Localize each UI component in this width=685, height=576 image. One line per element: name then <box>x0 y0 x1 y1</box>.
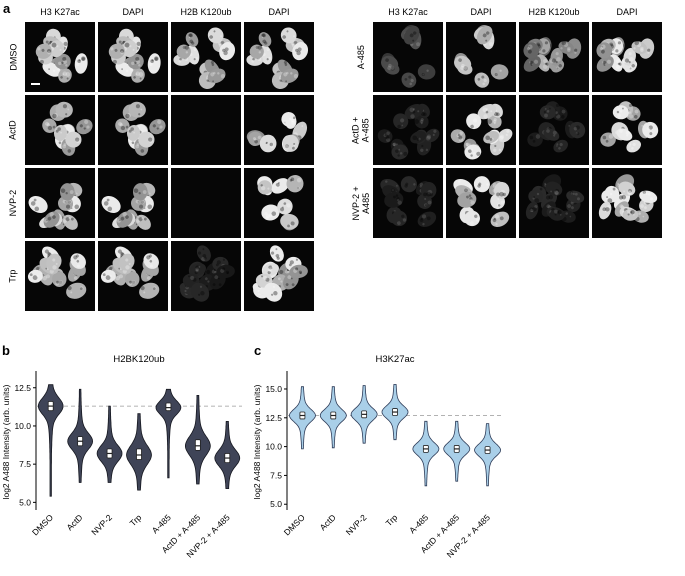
column-header: DAPI <box>470 7 492 17</box>
box-marker <box>136 448 142 460</box>
y-tick-label: 12.5 <box>14 383 31 393</box>
violin <box>474 423 502 487</box>
microscopy-image <box>171 241 241 311</box>
column-header: DAPI <box>268 7 290 17</box>
violin <box>37 384 64 497</box>
microscopy-image <box>25 241 95 311</box>
box-marker <box>194 439 201 451</box>
microscopy-image <box>446 22 516 92</box>
violin <box>96 405 123 483</box>
microscopy-image <box>244 95 314 165</box>
column-header: H2B K120ub <box>528 7 580 17</box>
microscopy-image <box>592 168 662 238</box>
violin <box>155 388 182 479</box>
y-axis-label: log2 A488 Intensity (arb. units) <box>252 384 262 499</box>
y-tick-label: 12.5 <box>265 413 282 423</box>
violin-chart-h3k27ac: H3K27ac log2 A488 Intensity (arb. units) 5… <box>252 354 503 560</box>
x-category-label: NVP-2 <box>344 512 369 537</box>
x-category-label: A-485 <box>407 512 430 535</box>
y-tick-label: 5.0 <box>270 499 282 509</box>
microscopy-image <box>244 22 314 92</box>
x-category-label: ActD <box>64 512 84 532</box>
row-label: ActD + A-485 <box>350 116 372 144</box>
violin <box>67 388 94 483</box>
violin <box>412 420 440 487</box>
y-tick-label: 10.0 <box>265 442 282 452</box>
column-header: DAPI <box>616 7 638 17</box>
x-category-label: A-485 <box>150 512 173 535</box>
y-tick-label: 7.5 <box>270 470 282 480</box>
microscopy-image <box>519 168 589 238</box>
y-axis-label: log2 A488 Intensity (arb. units) <box>1 384 11 499</box>
row-label: ActD <box>7 120 18 140</box>
microscopy-image <box>244 241 314 311</box>
column-header: H2B K120ub <box>180 7 232 17</box>
microscopy-image <box>171 95 241 165</box>
microscopy-image <box>171 22 241 92</box>
row-label: A-485 <box>355 44 366 70</box>
row-label: NVP-2 + A485 <box>350 185 372 221</box>
microscopy-image <box>373 22 443 92</box>
row-label: NVP-2 <box>7 189 18 217</box>
microscopy-image <box>592 95 662 165</box>
microscopy-image <box>373 95 443 165</box>
microscopy-image <box>446 168 516 238</box>
column-header: DAPI <box>122 7 144 17</box>
x-category-label: Trp <box>384 512 400 528</box>
microscopy-image <box>25 22 95 92</box>
panel-c-label: c <box>254 343 262 358</box>
microscopy-grid-left: H3 K27ac DAPI H2B K120ub DAPI DMSO ActD NVP-2 T… <box>4 6 314 311</box>
x-category-label: DMSO <box>282 512 307 537</box>
microscopy-image <box>98 95 168 165</box>
violin-chart-h2bk120ub: H2BK120ub log2 A488 Intensity (arb. units… <box>1 354 242 560</box>
microscopy-image <box>25 168 95 238</box>
box-marker <box>165 402 172 412</box>
panel-a-label: a <box>3 1 11 16</box>
x-category-label: Trp <box>128 512 144 528</box>
x-category-label: NVP-2 <box>89 512 114 537</box>
microscopy-image <box>98 22 168 92</box>
microscopy-image <box>446 95 516 165</box>
microscopy-image <box>244 168 314 238</box>
microscopy-grid-right: H3 K27ac DAPI H2B K120ub DAPI A-485 ActD + A-… <box>350 6 662 238</box>
x-category-label: ActD <box>318 512 338 532</box>
chart-title: H2BK120ub <box>113 354 164 365</box>
panel-b-label: b <box>2 343 10 358</box>
grid-corner <box>4 6 22 19</box>
y-tick-label: 5.0 <box>19 497 31 507</box>
microscopy-image <box>373 168 443 238</box>
column-header: H3 K27ac <box>388 7 428 17</box>
row-label: Trp <box>7 269 18 283</box>
y-tick-label: 15.0 <box>265 384 282 394</box>
y-tick-label: 10.0 <box>14 421 31 431</box>
microscopy-image <box>98 168 168 238</box>
microscopy-image <box>519 22 589 92</box>
column-header: H3 K27ac <box>40 7 80 17</box>
y-tick-label: 7.5 <box>19 459 31 469</box>
row-label: DMSO <box>7 43 18 71</box>
microscopy-image <box>592 22 662 92</box>
chart-title: H3K27ac <box>375 354 414 365</box>
microscopy-image <box>25 95 95 165</box>
grid-corner <box>352 6 370 19</box>
microscopy-image <box>98 241 168 311</box>
microscopy-image <box>171 168 241 238</box>
x-category-label: DMSO <box>30 512 55 537</box>
microscopy-image <box>519 95 589 165</box>
